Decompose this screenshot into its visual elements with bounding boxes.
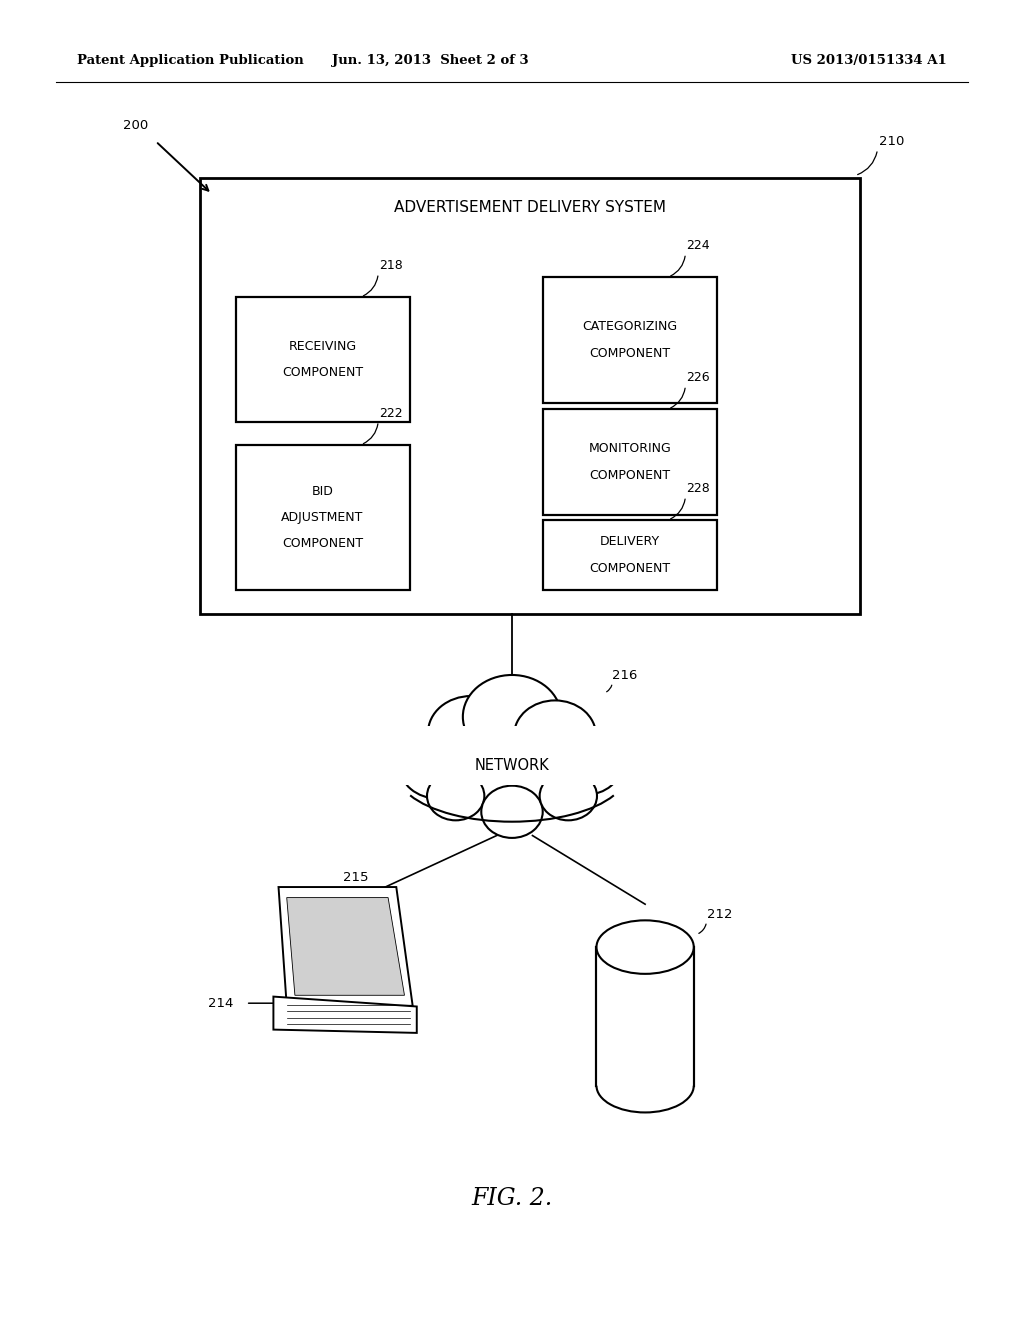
Bar [236,297,410,422]
Text: ADVERTISEMENT DELIVERY SYSTEM: ADVERTISEMENT DELIVERY SYSTEM [394,199,666,215]
Text: RECEIVING: RECEIVING [289,341,356,352]
Text: 228: 228 [686,482,711,495]
Text: Patent Application Publication: Patent Application Publication [77,54,303,67]
Text: 226: 226 [686,371,710,384]
Text: NETWORK: NETWORK [475,758,549,774]
Ellipse shape [428,696,514,770]
Text: US 2013/0151334 A1: US 2013/0151334 A1 [792,54,947,67]
Text: 224: 224 [686,239,710,252]
Ellipse shape [550,734,622,795]
Text: Jun. 13, 2013  Sheet 2 of 3: Jun. 13, 2013 Sheet 2 of 3 [332,54,528,67]
Text: 222: 222 [379,407,402,420]
Text: COMPONENT: COMPONENT [282,537,364,550]
Text: COMPONENT: COMPONENT [282,367,364,379]
Ellipse shape [399,715,625,829]
Text: 214: 214 [208,997,233,1010]
Ellipse shape [540,772,597,820]
PathPatch shape [279,887,413,1006]
Text: COMPONENT: COMPONENT [589,562,671,574]
Ellipse shape [481,785,543,838]
Ellipse shape [427,772,484,820]
Ellipse shape [463,675,561,759]
Text: ADJUSTMENT: ADJUSTMENT [282,511,364,524]
Bar [543,277,717,403]
Bar [200,178,860,614]
PathPatch shape [287,898,404,995]
Bar [543,520,717,590]
Bar [543,409,717,515]
Bar [236,445,410,590]
Ellipse shape [596,920,694,974]
Bar [394,726,630,785]
Text: BID: BID [311,484,334,498]
Bar [596,948,694,1085]
Text: CATEGORIZING: CATEGORIZING [583,321,677,333]
Text: 210: 210 [879,135,904,148]
Bar [399,759,625,785]
Ellipse shape [399,733,477,799]
Text: COMPONENT: COMPONENT [589,347,671,359]
Text: 212: 212 [707,908,732,921]
Text: FIG. 2.: FIG. 2. [471,1187,553,1210]
Text: DELIVERY: DELIVERY [600,536,659,548]
Text: 218: 218 [379,259,403,272]
Text: 216: 216 [612,669,638,682]
Ellipse shape [514,701,596,770]
Text: 200: 200 [123,119,147,132]
PathPatch shape [273,997,417,1032]
Text: 215: 215 [343,871,369,884]
Text: MONITORING: MONITORING [589,442,671,455]
Text: COMPONENT: COMPONENT [589,469,671,482]
